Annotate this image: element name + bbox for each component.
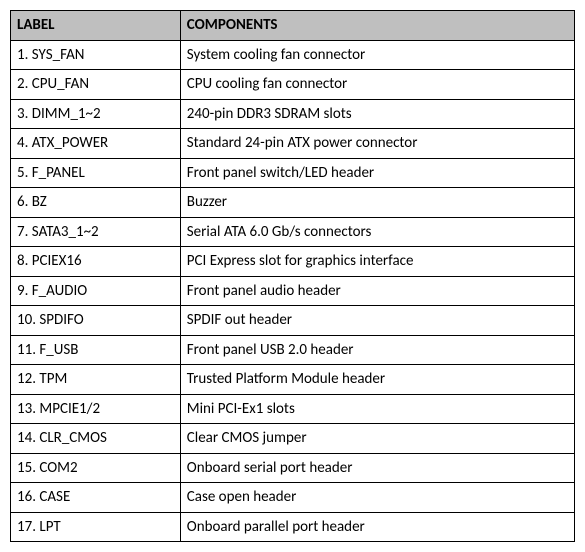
header-components: COMPONENTS — [180, 11, 574, 41]
cell-components: Trusted Platform Module header — [180, 365, 574, 395]
table-row: 3. DIMM_1~2 240-pin DDR3 SDRAM slots — [11, 99, 575, 129]
cell-components: Front panel audio header — [180, 276, 574, 306]
header-label: LABEL — [11, 11, 181, 41]
table-row: 10. SPDIFO SPDIF out header — [11, 306, 575, 336]
table-row: 11. F_USB Front panel USB 2.0 header — [11, 335, 575, 365]
cell-components: 240-pin DDR3 SDRAM slots — [180, 99, 574, 129]
cell-components: Onboard parallel port header — [180, 512, 574, 542]
table-row: 15. COM2 Onboard serial port header — [11, 453, 575, 483]
cell-label: 2. CPU_FAN — [11, 70, 181, 100]
cell-components: Onboard serial port header — [180, 453, 574, 483]
table-row: 5. F_PANEL Front panel switch/LED header — [11, 158, 575, 188]
cell-label: 10. SPDIFO — [11, 306, 181, 336]
cell-components: Case open header — [180, 483, 574, 513]
cell-label: 8. PCIEX16 — [11, 247, 181, 277]
table-header-row: LABEL COMPONENTS — [11, 11, 575, 41]
cell-components: SPDIF out header — [180, 306, 574, 336]
cell-label: 9. F_AUDIO — [11, 276, 181, 306]
cell-label: 1. SYS_FAN — [11, 40, 181, 70]
cell-label: 12. TPM — [11, 365, 181, 395]
cell-label: 15. COM2 — [11, 453, 181, 483]
cell-label: 7. SATA3_1~2 — [11, 217, 181, 247]
cell-components: System cooling fan connector — [180, 40, 574, 70]
cell-label: 4. ATX_POWER — [11, 129, 181, 159]
cell-components: Buzzer — [180, 188, 574, 218]
cell-label: 16. CASE — [11, 483, 181, 513]
table-row: 14. CLR_CMOS Clear CMOS jumper — [11, 424, 575, 454]
cell-components: Front panel switch/LED header — [180, 158, 574, 188]
cell-label: 17. LPT — [11, 512, 181, 542]
cell-label: 13. MPCIE1/2 — [11, 394, 181, 424]
table-row: 16. CASE Case open header — [11, 483, 575, 513]
table-row: 7. SATA3_1~2 Serial ATA 6.0 Gb/s connect… — [11, 217, 575, 247]
table-row: 1. SYS_FAN System cooling fan connector — [11, 40, 575, 70]
cell-components: Standard 24-pin ATX power connector — [180, 129, 574, 159]
cell-components: Mini PCI-Ex1 slots — [180, 394, 574, 424]
cell-components: CPU cooling fan connector — [180, 70, 574, 100]
table-body: 1. SYS_FAN System cooling fan connector … — [11, 40, 575, 542]
table-row: 9. F_AUDIO Front panel audio header — [11, 276, 575, 306]
table-row: 8. PCIEX16 PCI Express slot for graphics… — [11, 247, 575, 277]
table-row: 2. CPU_FAN CPU cooling fan connector — [11, 70, 575, 100]
cell-components: PCI Express slot for graphics interface — [180, 247, 574, 277]
table-row: 17. LPT Onboard parallel port header — [11, 512, 575, 542]
cell-label: 14. CLR_CMOS — [11, 424, 181, 454]
cell-components: Front panel USB 2.0 header — [180, 335, 574, 365]
cell-label: 3. DIMM_1~2 — [11, 99, 181, 129]
table-row: 13. MPCIE1/2 Mini PCI-Ex1 slots — [11, 394, 575, 424]
table-row: 4. ATX_POWER Standard 24-pin ATX power c… — [11, 129, 575, 159]
cell-label: 5. F_PANEL — [11, 158, 181, 188]
components-table: LABEL COMPONENTS 1. SYS_FAN System cooli… — [10, 10, 575, 542]
cell-components: Serial ATA 6.0 Gb/s connectors — [180, 217, 574, 247]
table-row: 12. TPM Trusted Platform Module header — [11, 365, 575, 395]
table-row: 6. BZ Buzzer — [11, 188, 575, 218]
cell-label: 11. F_USB — [11, 335, 181, 365]
cell-label: 6. BZ — [11, 188, 181, 218]
cell-components: Clear CMOS jumper — [180, 424, 574, 454]
